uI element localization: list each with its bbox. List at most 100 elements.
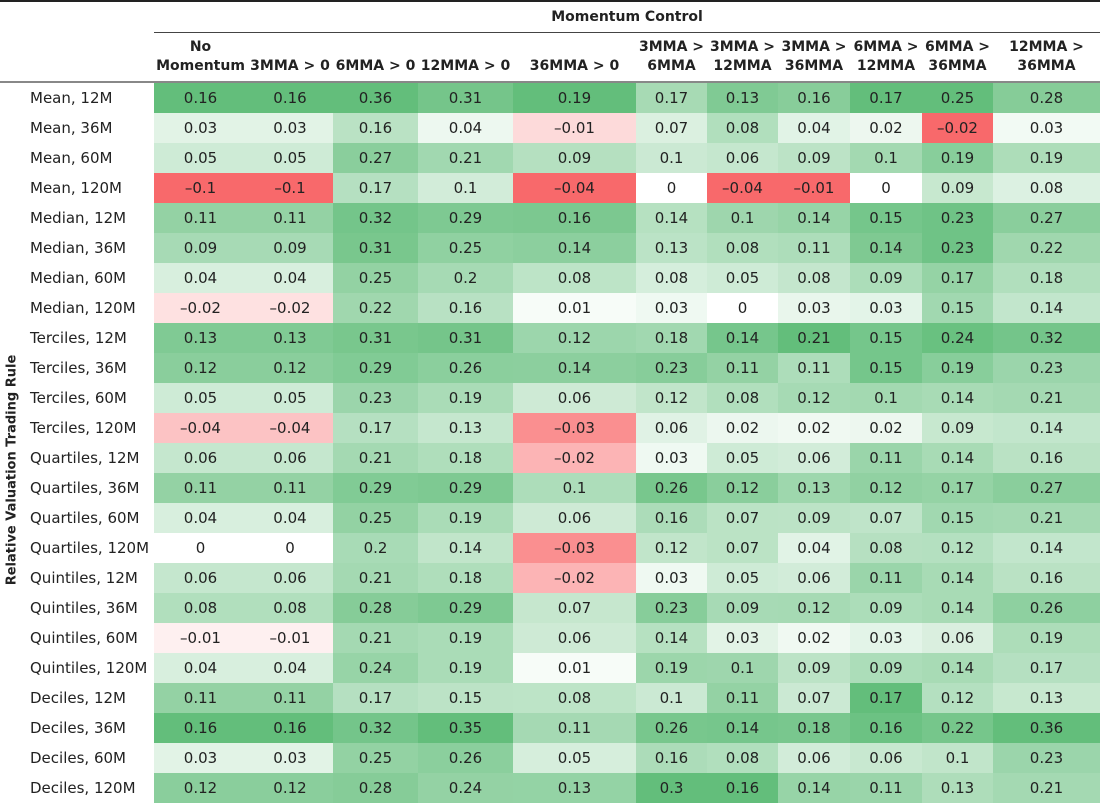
heatmap-cell: 0.14 [922, 443, 993, 473]
heatmap-cell: 0.02 [707, 413, 778, 443]
heatmap-cell: 0.28 [993, 83, 1100, 113]
heatmap-cell: 0.26 [993, 593, 1100, 623]
heatmap-cell: 0.31 [418, 83, 513, 113]
heatmap-cell: 0.05 [707, 443, 778, 473]
heatmap-cell: 0.08 [850, 533, 922, 563]
column-header: 3MMA > 12MMA [709, 39, 776, 74]
y-axis-label: Relative Valuation Trading Rule [4, 354, 20, 586]
heatmap-cell: 0.11 [707, 683, 778, 713]
heatmap-cell: 0.14 [778, 773, 850, 803]
heatmap-cell: 0.11 [778, 353, 850, 383]
heatmap-cell: 0.05 [707, 263, 778, 293]
heatmap-cell: 0.14 [922, 653, 993, 683]
heatmap-cell: 0.21 [778, 323, 850, 353]
heatmap-cell: 0.16 [154, 713, 247, 743]
heatmap-cell: 0.35 [418, 713, 513, 743]
heatmap-cell: 0.11 [247, 473, 333, 503]
heatmap-cell: 0.17 [922, 473, 993, 503]
heatmap-cell: 0.14 [993, 533, 1100, 563]
heatmap-cell: 0.08 [513, 263, 636, 293]
row-label: Mean, 36M [30, 119, 113, 137]
heatmap-cell: 0.24 [922, 323, 993, 353]
heatmap-cell: 0.14 [418, 533, 513, 563]
heatmap-cell: 0.11 [154, 473, 247, 503]
heatmap-cell: 0.18 [993, 263, 1100, 293]
heatmap-cell: 0.08 [778, 263, 850, 293]
heatmap-cell: 0.16 [778, 83, 850, 113]
heatmap-cell: 0.32 [333, 203, 418, 233]
heatmap-cell: 0.1 [850, 383, 922, 413]
heatmap-cell: 0.32 [993, 323, 1100, 353]
heatmap-cell: 0.19 [993, 143, 1100, 173]
heatmap-cell: 0.04 [154, 503, 247, 533]
heatmap-cell: 0.06 [154, 443, 247, 473]
heatmap-cell: 0.18 [636, 323, 707, 353]
heatmap-cell: 0.04 [247, 503, 333, 533]
heatmap-cell: 0.09 [922, 173, 993, 203]
heatmap-cell: 0.16 [247, 83, 333, 113]
heatmap-cell: 0.19 [418, 383, 513, 413]
heatmap-cell: 0.25 [333, 263, 418, 293]
heatmap-cell: 0.04 [154, 653, 247, 683]
heatmap-cell: 0.1 [707, 203, 778, 233]
heatmap-cell: 0.14 [513, 233, 636, 263]
heatmap-cell: 0.16 [993, 563, 1100, 593]
heatmap-cell: 0.06 [247, 563, 333, 593]
heatmap-cell: 0.23 [993, 353, 1100, 383]
heatmap-cell: 0.14 [922, 593, 993, 623]
heatmap-cell: 0.13 [247, 323, 333, 353]
heatmap-cell: 0.23 [636, 593, 707, 623]
heatmap-cell: –0.02 [513, 563, 636, 593]
heatmap-cell: 0.03 [993, 113, 1100, 143]
heatmap-cell: 0.03 [247, 743, 333, 773]
heatmap-cell: 0.11 [850, 773, 922, 803]
heatmap-cell: 0.25 [922, 83, 993, 113]
top-rule [0, 0, 1100, 2]
heatmap-cell: 0.19 [993, 623, 1100, 653]
heatmap-cell: 0.07 [778, 683, 850, 713]
heatmap-cell: 0.07 [707, 503, 778, 533]
heatmap-cell: 0.17 [333, 413, 418, 443]
heatmap-cell: 0.23 [636, 353, 707, 383]
row-label: Quartiles, 12M [30, 449, 140, 467]
heatmap-cell: 0.28 [333, 773, 418, 803]
heatmap-cell: 0.19 [418, 503, 513, 533]
heatmap-cell: –0.04 [154, 413, 247, 443]
heatmap-cell: 0.1 [513, 473, 636, 503]
heatmap-cell: 0.16 [636, 743, 707, 773]
heatmap-cell: 0.08 [707, 233, 778, 263]
heatmap-cell: –0.02 [513, 443, 636, 473]
header-rule [0, 81, 1100, 83]
heatmap-cell: 0.29 [418, 473, 513, 503]
heatmap-cell: –0.1 [247, 173, 333, 203]
heatmap-cell: –0.1 [154, 173, 247, 203]
heatmap-cell: 0.11 [850, 443, 922, 473]
heatmap-cell: 0.11 [850, 563, 922, 593]
heatmap-cell: 0.14 [993, 293, 1100, 323]
heatmap-cell: 0.1 [850, 143, 922, 173]
heatmap-cell: 0.08 [513, 683, 636, 713]
heatmap-cell: 0.16 [154, 83, 247, 113]
heatmap-cell: 0 [636, 173, 707, 203]
row-label: Terciles, 60M [30, 389, 127, 407]
heatmap-cell: 0 [154, 533, 247, 563]
heatmap-cell: 0.14 [707, 713, 778, 743]
heatmap-cell: 0.17 [333, 683, 418, 713]
heatmap-cell: 0.02 [850, 413, 922, 443]
heatmap-cell: 0.11 [247, 683, 333, 713]
heatmap-cell: 0.06 [778, 563, 850, 593]
heatmap-cell: 0.16 [993, 443, 1100, 473]
row-label: Mean, 120M [30, 179, 122, 197]
heatmap-cell: 0.31 [333, 323, 418, 353]
heatmap-cell: 0.13 [707, 83, 778, 113]
heatmap-cell: 0.08 [247, 593, 333, 623]
heatmap-cell: 0.06 [778, 443, 850, 473]
row-label: Median, 36M [30, 239, 127, 257]
heatmap-cell: 0.01 [513, 653, 636, 683]
heatmap-cell: 0 [247, 533, 333, 563]
heatmap-cell: 0.22 [922, 713, 993, 743]
heatmap-cell: –0.01 [778, 173, 850, 203]
heatmap-cell: 0.06 [513, 503, 636, 533]
heatmap-cell: 0.13 [993, 683, 1100, 713]
heatmap-cell: 0.15 [922, 503, 993, 533]
